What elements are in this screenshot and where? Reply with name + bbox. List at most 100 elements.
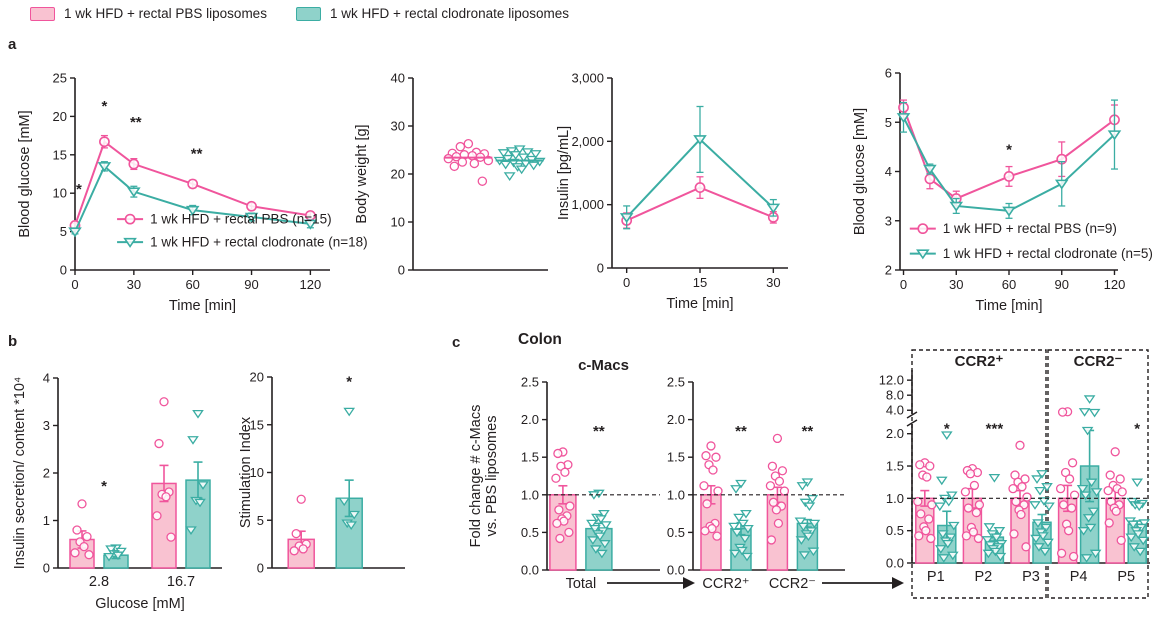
svg-text:0: 0 — [43, 561, 50, 576]
svg-text:1 wk HFD + rectal PBS (n=15): 1 wk HFD + rectal PBS (n=15) — [150, 212, 332, 227]
svg-text:1: 1 — [43, 513, 50, 528]
svg-text:1 wk HFD + rectal clodronate (: 1 wk HFD + rectal clodronate (n=18) — [150, 235, 368, 250]
svg-text:2.0: 2.0 — [521, 412, 539, 427]
svg-text:30: 30 — [949, 277, 963, 292]
svg-text:CCR2⁺: CCR2⁺ — [702, 576, 749, 592]
svg-text:2: 2 — [885, 263, 892, 278]
svg-text:***: *** — [986, 421, 1004, 438]
svg-text:*: * — [346, 374, 352, 391]
svg-text:25: 25 — [53, 71, 67, 86]
svg-text:c-Macs: c-Macs — [578, 357, 629, 374]
svg-text:P2: P2 — [975, 569, 993, 585]
svg-text:20: 20 — [250, 370, 264, 385]
svg-text:Total: Total — [566, 576, 597, 592]
svg-text:60: 60 — [1002, 277, 1016, 292]
chart-body-weight: 0 10 20 30 40 Body weight [g] — [354, 71, 548, 278]
svg-text:5: 5 — [257, 513, 264, 528]
svg-text:3: 3 — [885, 213, 892, 228]
svg-text:CCR2⁺: CCR2⁺ — [955, 353, 1004, 370]
svg-text:0: 0 — [398, 263, 405, 278]
panel-a-label: a — [8, 36, 17, 53]
svg-text:90: 90 — [244, 277, 258, 292]
svg-text:4: 4 — [885, 164, 892, 179]
svg-text:*: * — [944, 421, 950, 438]
svg-text:2,000: 2,000 — [571, 134, 604, 149]
svg-text:15: 15 — [693, 275, 707, 290]
svg-text:12.0: 12.0 — [879, 373, 904, 388]
svg-text:2.0: 2.0 — [886, 426, 904, 441]
svg-text:Blood glucose [mM]: Blood glucose [mM] — [17, 110, 33, 237]
arrow-head-icon — [683, 577, 695, 589]
svg-text:P3: P3 — [1022, 569, 1040, 585]
svg-text:0: 0 — [900, 277, 907, 292]
panel-b-label: b — [8, 333, 18, 350]
svg-text:0: 0 — [60, 263, 67, 278]
clodronate-color-swatch — [296, 6, 321, 21]
chart-insulin-secretion: 0 1 2 3 4 Insulin secretion/ content *10⁴ * 2.8… — [12, 371, 222, 612]
svg-text:16.7: 16.7 — [167, 574, 195, 590]
svg-text:2.5: 2.5 — [521, 375, 539, 390]
svg-text:0.0: 0.0 — [667, 563, 685, 578]
svg-text:120: 120 — [1104, 277, 1126, 292]
svg-text:1 wk HFD + rectal clodronate (: 1 wk HFD + rectal clodronate (n=5) — [943, 246, 1153, 261]
svg-text:2.0: 2.0 — [667, 412, 685, 427]
arrow-total-to-ccr2 — [607, 577, 695, 589]
svg-text:1.0: 1.0 — [521, 487, 539, 502]
svg-text:2.8: 2.8 — [89, 574, 109, 590]
svg-text:120: 120 — [300, 277, 322, 292]
panel-c-label: c — [452, 334, 461, 351]
svg-text:0.5: 0.5 — [886, 523, 904, 538]
svg-text:10: 10 — [250, 465, 264, 480]
svg-text:Time [min]: Time [min] — [169, 298, 236, 314]
svg-text:10: 10 — [53, 186, 67, 201]
svg-text:0: 0 — [623, 275, 630, 290]
svg-text:1.5: 1.5 — [886, 459, 904, 474]
svg-text:P5: P5 — [1117, 569, 1135, 585]
svg-text:*: * — [102, 98, 108, 115]
svg-text:Blood glucose [mM]: Blood glucose [mM] — [852, 108, 868, 235]
svg-text:**: ** — [735, 423, 747, 440]
svg-text:*: * — [76, 181, 82, 198]
svg-text:**: ** — [130, 114, 142, 131]
svg-text:P1: P1 — [927, 569, 945, 585]
svg-text:60: 60 — [185, 277, 199, 292]
chart-ogtt: 0 5 10 15 20 25 0 30 60 90 120 Time [min] Blood gluc… — [17, 71, 368, 315]
svg-text:*: * — [1134, 421, 1140, 438]
svg-text:0.0: 0.0 — [521, 563, 539, 578]
svg-text:8.0: 8.0 — [886, 388, 904, 403]
svg-text:CCR2⁻: CCR2⁻ — [769, 576, 816, 592]
svg-text:90: 90 — [1055, 277, 1069, 292]
svg-text:30: 30 — [766, 275, 780, 290]
svg-text:**: ** — [191, 146, 203, 163]
svg-text:Insulin [pg/mL]: Insulin [pg/mL] — [556, 126, 572, 220]
colon-title: Colon — [518, 331, 562, 348]
svg-text:1.0: 1.0 — [667, 487, 685, 502]
svg-text:1 wk HFD + rectal PBS (n=9): 1 wk HFD + rectal PBS (n=9) — [943, 221, 1117, 236]
svg-text:40: 40 — [391, 71, 405, 86]
chart-cmacs-total: 0.0 0.5 1.0 1.5 2.0 2.5 Fold change # c-Macs vs… — [468, 357, 660, 592]
svg-text:5: 5 — [60, 224, 67, 239]
svg-text:0: 0 — [597, 261, 604, 276]
svg-text:3,000: 3,000 — [571, 71, 604, 86]
svg-text:Glucose [mM]: Glucose [mM] — [95, 596, 184, 612]
svg-text:4.0: 4.0 — [886, 403, 904, 418]
svg-text:CCR2⁻: CCR2⁻ — [1074, 353, 1123, 370]
svg-text:*: * — [1006, 141, 1012, 158]
legend-item-clodronate: 1 wk HFD + rectal clodronate liposomes — [296, 6, 569, 21]
arrow-head-icon — [892, 577, 904, 589]
svg-text:5: 5 — [885, 115, 892, 130]
legend-item-pbs: 1 wk HFD + rectal PBS liposomes — [30, 6, 267, 21]
arrow-ccr2-to-subsets — [822, 577, 904, 589]
svg-text:**: ** — [802, 423, 814, 440]
svg-text:15: 15 — [53, 147, 67, 162]
svg-text:20: 20 — [391, 167, 405, 182]
svg-text:0: 0 — [257, 561, 264, 576]
pbs-color-swatch — [30, 6, 55, 21]
svg-text:3: 3 — [43, 418, 50, 433]
svg-text:1.0: 1.0 — [886, 491, 904, 506]
svg-text:0: 0 — [71, 277, 78, 292]
svg-text:20: 20 — [53, 109, 67, 124]
svg-text:6: 6 — [885, 66, 892, 81]
